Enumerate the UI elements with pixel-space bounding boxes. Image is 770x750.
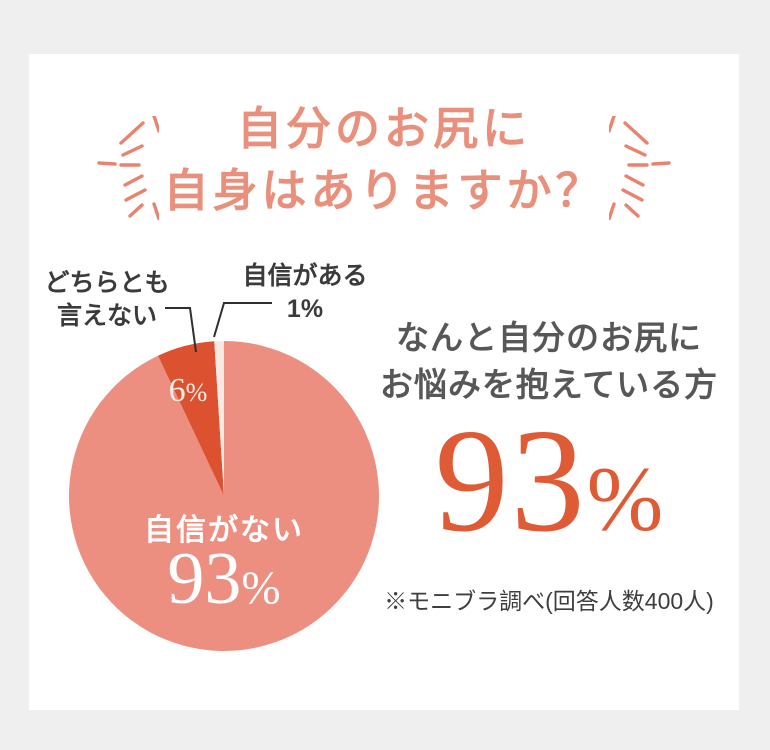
callout-confident-label: 自信がある (242, 262, 368, 290)
pie-chart (68, 302, 379, 651)
callout-confident-value: 1% (286, 295, 324, 323)
result-heading: なんと自分のお尻に お悩みを抱えている方 (359, 314, 739, 408)
slice-label-no-confidence: 自信がない (144, 514, 304, 547)
slice-6pct-unit: % (185, 378, 208, 407)
slice-93pct-unit: % (241, 562, 281, 614)
result-big-percentage: 93% (359, 406, 739, 574)
slice-value-no-confidence: 93% (89, 540, 359, 627)
page-title-line2: 自身はありますか？ (163, 165, 605, 216)
page-title: 自分のお尻に 自身はありますか？ (29, 98, 739, 222)
pie-slice-0 (68, 341, 379, 651)
page-title-line1: 自分のお尻に (236, 103, 531, 154)
result-heading-line1: なんと自分のお尻に (396, 319, 702, 356)
slice-label-6pct: 6% (138, 374, 238, 410)
survey-source-note: ※モニブラ調べ(回答人数400人) (384, 588, 714, 614)
slice-93pct-value: 93 (167, 538, 242, 620)
emphasis-burst-right-icon (609, 116, 671, 220)
callout-neither: どちらとも 言えない (37, 267, 177, 333)
callout-neither-line1: どちらとも (44, 269, 170, 297)
emphasis-burst-left-icon (97, 116, 159, 220)
result-big-unit: % (586, 448, 664, 550)
result-heading-line2: お悩みを抱えている方 (379, 366, 719, 403)
slice-6pct-value: 6 (168, 372, 186, 409)
pie-slice-2 (214, 341, 224, 496)
leader-line-neither (165, 307, 197, 353)
leader-line-confident (213, 302, 272, 338)
pie-slice-1 (158, 341, 224, 496)
callout-neither-line2: 言えない (56, 302, 157, 330)
callout-confident: 自信がある 1% (235, 260, 375, 326)
result-big-value: 93 (434, 399, 587, 563)
infographic-card: 自分のお尻に 自身はありますか？ どちらとも 言えない 自信がある (29, 54, 739, 710)
